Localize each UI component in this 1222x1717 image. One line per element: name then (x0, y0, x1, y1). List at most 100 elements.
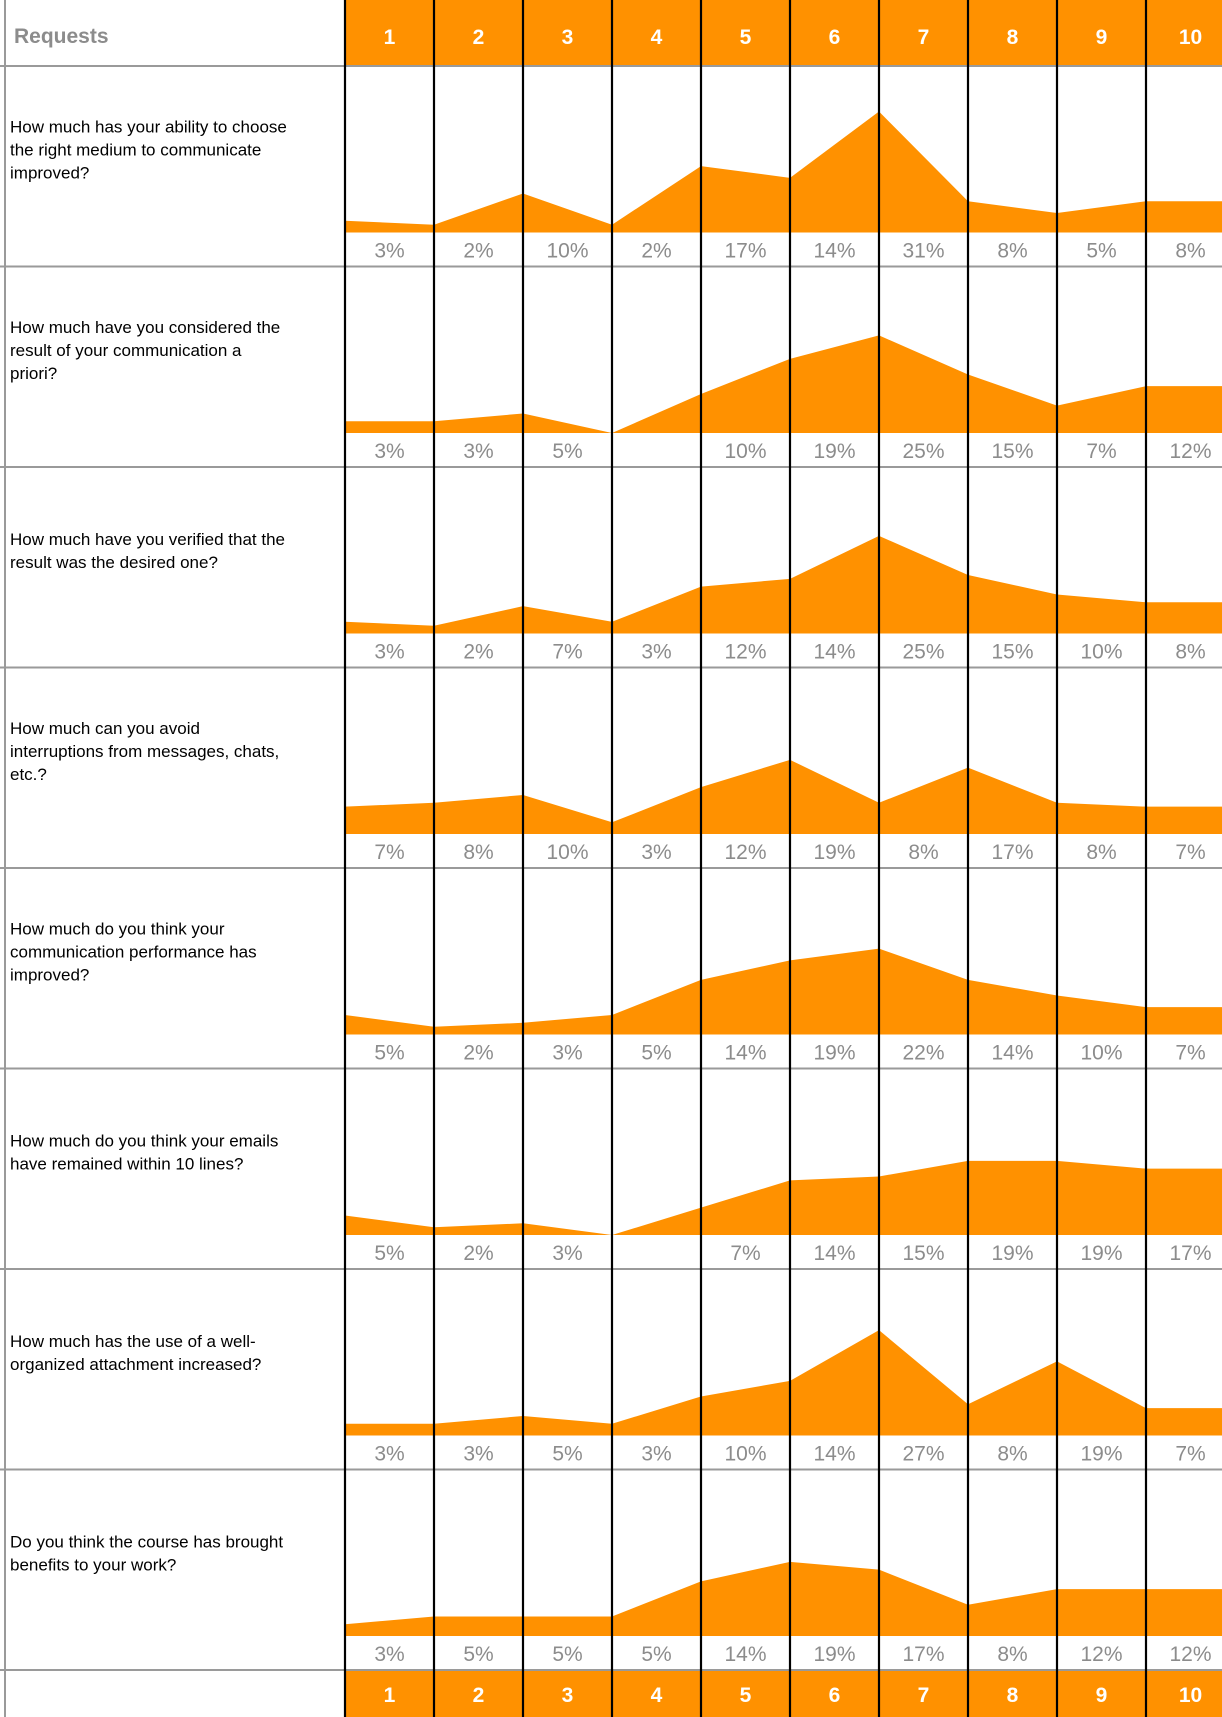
percent-label: 12% (724, 641, 766, 664)
header-scale-5: 5 (740, 26, 752, 49)
percent-label: 8% (997, 1643, 1027, 1666)
percent-label: 5% (374, 1242, 404, 1265)
percent-label: 5% (641, 1042, 671, 1065)
percent-label: 8% (997, 1443, 1027, 1466)
percent-label: 10% (1080, 641, 1122, 664)
percent-label: 8% (908, 841, 938, 864)
percent-label: 7% (374, 841, 404, 864)
percent-label: 3% (374, 641, 404, 664)
question-row (344, 759, 1222, 834)
percent-label: 12% (1080, 1643, 1122, 1666)
footer-scale-5: 5 (740, 1684, 752, 1707)
percent-label: 3% (641, 841, 671, 864)
question-label: How much can you avoid interruptions from… (10, 719, 279, 784)
percent-label: 19% (813, 1042, 855, 1065)
percent-label: 8% (1175, 641, 1205, 664)
question-label: How much do you think your emails have re… (10, 1131, 278, 1173)
percent-label: 12% (724, 841, 766, 864)
percent-label: 7% (1175, 1443, 1205, 1466)
question-row (344, 1561, 1222, 1636)
percent-label: 5% (552, 440, 582, 463)
percent-label: 10% (546, 841, 588, 864)
percent-label: 17% (991, 841, 1033, 864)
footer-scale-4: 4 (651, 1684, 663, 1707)
percent-label: 27% (902, 1443, 944, 1466)
percent-label: 19% (813, 841, 855, 864)
footer-scale-8: 8 (1007, 1684, 1019, 1707)
header-scale-band (345, 0, 1222, 66)
percent-label: 15% (991, 641, 1033, 664)
header-scale-3: 3 (562, 26, 574, 49)
percent-label: 31% (902, 240, 944, 263)
percent-label: 10% (1080, 1042, 1122, 1065)
percent-label: 8% (997, 240, 1027, 263)
percent-label: 14% (813, 1242, 855, 1265)
percent-label: 12% (1169, 440, 1211, 463)
header-scale-7: 7 (918, 26, 930, 49)
percent-label: 10% (546, 240, 588, 263)
percent-label: 14% (724, 1042, 766, 1065)
percent-label: 3% (374, 1443, 404, 1466)
percent-label: 8% (463, 841, 493, 864)
percent-label: 2% (463, 1242, 493, 1265)
area-series-5 (345, 948, 1222, 1035)
question-label: How much do you think your communication … (10, 919, 257, 984)
question-row (344, 535, 1222, 634)
area-series-7 (345, 1330, 1222, 1436)
percent-label: 22% (902, 1042, 944, 1065)
area-series-1 (345, 111, 1222, 233)
footer-scale-1: 1 (384, 1684, 396, 1707)
percent-label: 2% (641, 240, 671, 263)
header-scale-9: 9 (1096, 26, 1108, 49)
percent-label: 17% (902, 1643, 944, 1666)
footer-scale-3: 3 (562, 1684, 574, 1707)
percent-label: 3% (374, 1643, 404, 1666)
area-series-6 (345, 1160, 1222, 1235)
header-scale-6: 6 (829, 26, 841, 49)
percent-label: 5% (641, 1643, 671, 1666)
percent-label: 25% (902, 641, 944, 664)
percent-label: 5% (463, 1643, 493, 1666)
percent-label: 17% (1169, 1242, 1211, 1265)
percent-label: 7% (1175, 1042, 1205, 1065)
question-label: Do you think the course has brought benef… (10, 1532, 283, 1574)
percent-label: 14% (724, 1643, 766, 1666)
header-scale-2: 2 (473, 26, 485, 49)
question-row (344, 1160, 1222, 1236)
percent-label: 3% (374, 240, 404, 263)
percent-label: 3% (641, 1443, 671, 1466)
percent-label: 15% (902, 1242, 944, 1265)
percent-label: 5% (374, 1042, 404, 1065)
question-label: How much have you considered the result o… (10, 318, 280, 383)
header-scale-8: 8 (1007, 26, 1019, 49)
percent-label: 3% (641, 641, 671, 664)
percent-label: 5% (552, 1643, 582, 1666)
percent-label: 19% (813, 1643, 855, 1666)
percent-label: 2% (463, 240, 493, 263)
percent-label: 2% (463, 641, 493, 664)
percent-label: 3% (463, 440, 493, 463)
footer-scale-band (345, 1670, 1222, 1717)
percent-label: 3% (552, 1242, 582, 1265)
footer-scale-9: 9 (1096, 1684, 1108, 1707)
footer-scale-2: 2 (473, 1684, 485, 1707)
footer-scale-7: 7 (918, 1684, 930, 1707)
percent-label: 7% (730, 1242, 760, 1265)
question-label: How much has your ability to choose the r… (10, 117, 287, 182)
percent-label: 14% (813, 240, 855, 263)
percent-label: 10% (724, 1443, 766, 1466)
question-row (344, 335, 1222, 434)
percent-label: 14% (991, 1042, 1033, 1065)
percent-label: 3% (374, 440, 404, 463)
percent-label: 14% (813, 1443, 855, 1466)
header-scale-1: 1 (384, 26, 396, 49)
question-row (344, 1330, 1222, 1436)
percent-label: 14% (813, 641, 855, 664)
footer-scale-10: 10 (1179, 1684, 1202, 1707)
percent-label: 3% (552, 1042, 582, 1065)
question-label: How much have you verified that the resul… (10, 530, 285, 572)
header-scale-10: 10 (1179, 26, 1202, 49)
question-label: How much has the use of a well-organized… (10, 1332, 261, 1374)
percent-label: 7% (1086, 440, 1116, 463)
